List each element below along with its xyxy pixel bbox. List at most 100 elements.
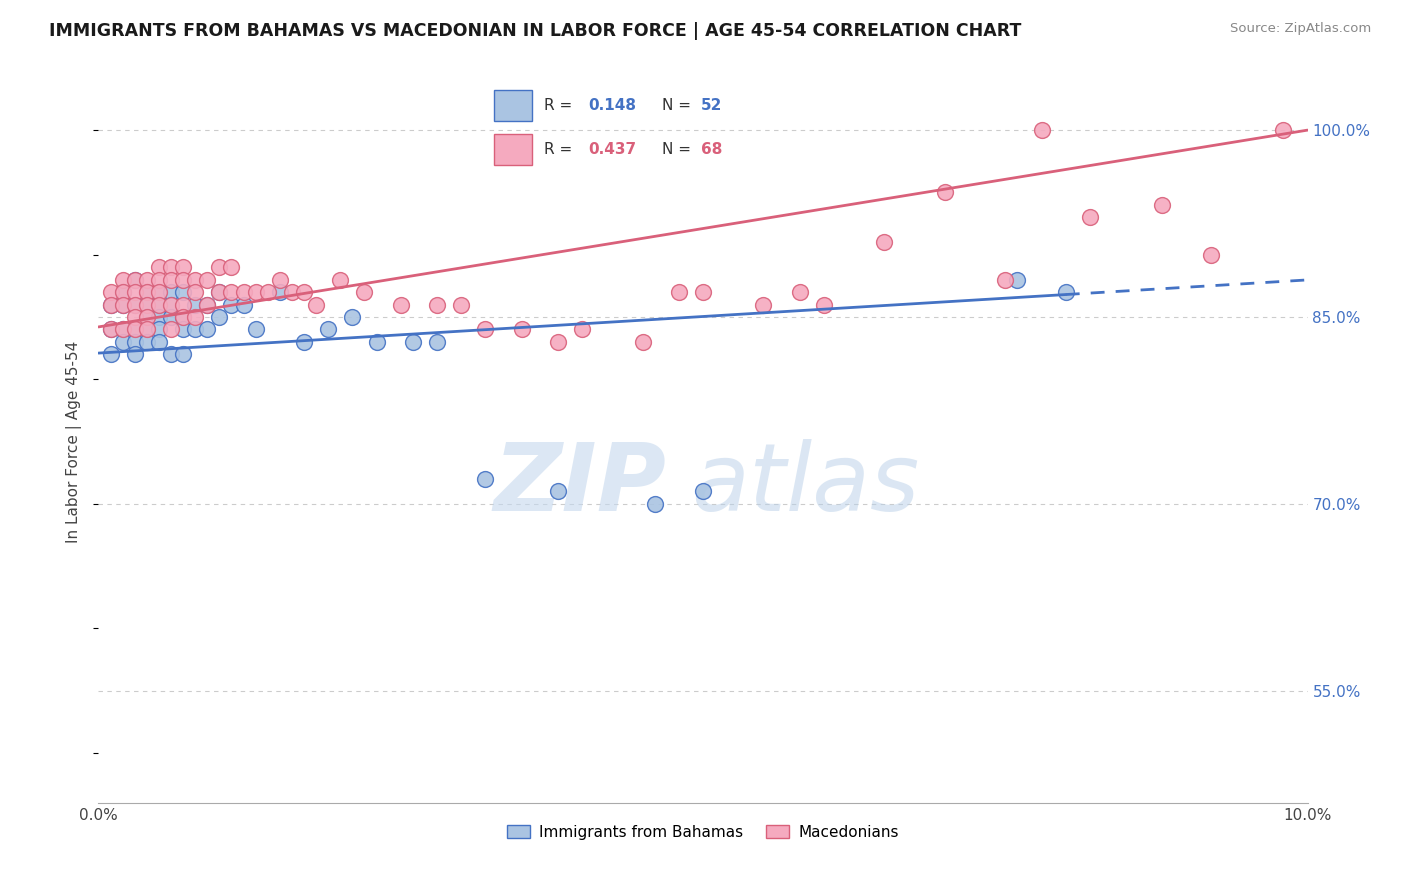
Point xyxy=(510,322,533,336)
Point xyxy=(232,297,254,311)
Point xyxy=(135,297,157,311)
Text: 68: 68 xyxy=(700,142,723,157)
Point xyxy=(148,285,170,299)
Point xyxy=(100,322,122,336)
Point xyxy=(208,260,231,274)
Point xyxy=(1152,198,1174,212)
Point xyxy=(148,310,170,324)
Point xyxy=(934,186,956,200)
Point xyxy=(124,297,146,311)
Point xyxy=(135,285,157,299)
Point xyxy=(135,322,157,336)
Point xyxy=(111,272,134,286)
Point xyxy=(160,297,183,311)
Point xyxy=(111,297,134,311)
Text: 52: 52 xyxy=(700,98,723,113)
Point xyxy=(160,272,183,286)
Point xyxy=(668,285,690,299)
Point xyxy=(402,334,425,349)
Point xyxy=(124,297,146,311)
Point xyxy=(305,297,328,311)
Point xyxy=(221,297,243,311)
Point xyxy=(281,285,304,299)
Point xyxy=(160,347,183,361)
Point xyxy=(148,260,170,274)
Point xyxy=(195,322,218,336)
Point xyxy=(135,310,157,324)
Point xyxy=(124,322,146,336)
Point xyxy=(184,272,207,286)
Point xyxy=(195,297,218,311)
Point xyxy=(100,285,122,299)
Point xyxy=(813,297,835,311)
Point xyxy=(292,334,315,349)
Point xyxy=(172,322,194,336)
Point xyxy=(184,285,207,299)
FancyBboxPatch shape xyxy=(494,90,533,121)
Point xyxy=(292,285,315,299)
Point xyxy=(389,297,412,311)
Point xyxy=(148,297,170,311)
Point xyxy=(124,322,146,336)
Text: R =: R = xyxy=(544,98,578,113)
Point xyxy=(148,285,170,299)
Point xyxy=(124,272,146,286)
Point xyxy=(195,297,218,311)
Text: N =: N = xyxy=(662,142,696,157)
Point xyxy=(571,322,593,336)
Point xyxy=(160,260,183,274)
Point xyxy=(135,322,157,336)
Point xyxy=(1078,211,1101,225)
Point xyxy=(547,334,569,349)
Point xyxy=(148,272,170,286)
Point xyxy=(245,322,267,336)
Point xyxy=(692,484,714,499)
Text: ZIP: ZIP xyxy=(494,439,666,531)
Point xyxy=(172,310,194,324)
Point xyxy=(135,297,157,311)
Point xyxy=(644,497,666,511)
Point xyxy=(184,322,207,336)
Point xyxy=(316,322,339,336)
Point xyxy=(1272,123,1295,137)
Point xyxy=(692,285,714,299)
Point xyxy=(172,310,194,324)
Text: 0.437: 0.437 xyxy=(588,142,637,157)
Point xyxy=(100,347,122,361)
Point xyxy=(148,297,170,311)
Point xyxy=(994,272,1017,286)
Point xyxy=(111,322,134,336)
Point xyxy=(172,272,194,286)
Point xyxy=(111,297,134,311)
Text: Source: ZipAtlas.com: Source: ZipAtlas.com xyxy=(1230,22,1371,36)
Point xyxy=(160,297,183,311)
Point xyxy=(1054,285,1077,299)
Point xyxy=(172,285,194,299)
Point xyxy=(111,334,134,349)
Point xyxy=(1199,248,1222,262)
Point xyxy=(342,310,364,324)
Point xyxy=(124,334,146,349)
Point xyxy=(789,285,811,299)
Point xyxy=(1031,123,1053,137)
Point xyxy=(1007,272,1029,286)
Point xyxy=(208,285,231,299)
Point xyxy=(135,310,157,324)
Point xyxy=(135,285,157,299)
Point xyxy=(172,297,194,311)
Point xyxy=(124,285,146,299)
Point xyxy=(160,285,183,299)
Point xyxy=(873,235,896,250)
FancyBboxPatch shape xyxy=(494,135,533,165)
Point xyxy=(366,334,388,349)
Text: R =: R = xyxy=(544,142,578,157)
Point xyxy=(124,272,146,286)
Legend: Immigrants from Bahamas, Macedonians: Immigrants from Bahamas, Macedonians xyxy=(501,819,905,846)
Point xyxy=(426,297,449,311)
Point xyxy=(256,285,278,299)
Point xyxy=(474,472,496,486)
Point xyxy=(135,334,157,349)
Point xyxy=(160,322,183,336)
Point xyxy=(353,285,375,299)
Point xyxy=(100,297,122,311)
